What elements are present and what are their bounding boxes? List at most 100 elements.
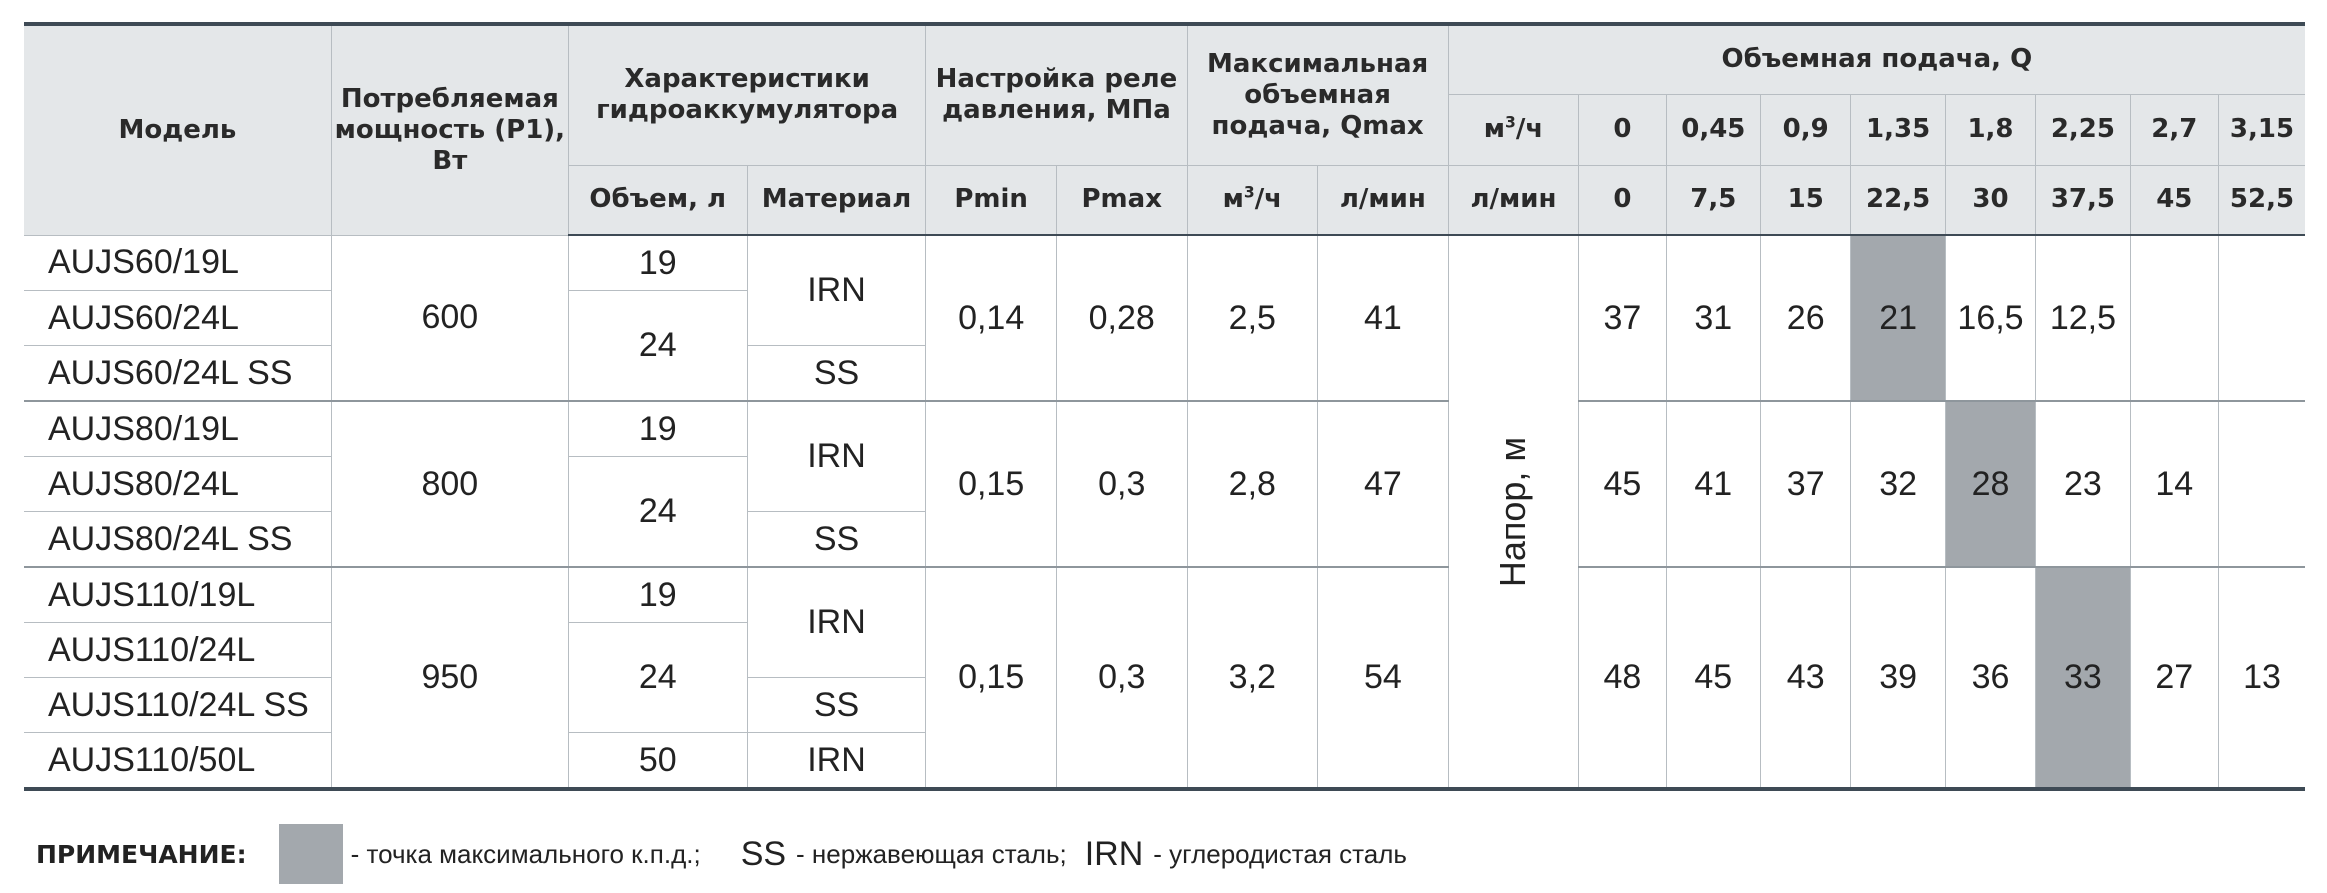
- flow-value-lmin: 7,5: [1665, 164, 1762, 236]
- table-row: AUJS60/24L 24: [24, 290, 2305, 402]
- material-cell: SS: [746, 677, 926, 733]
- legend-note: ПРИМЕЧАНИЕ: - точка максимального к.п.д.…: [36, 822, 1407, 886]
- col-header-relay: Настройка реле давления, МПа: [925, 23, 1188, 166]
- material-cell: IRN: [746, 400, 927, 512]
- table-row: AUJS80/24L 24: [24, 456, 2305, 568]
- qmax-lmin-cell: 41: [1317, 234, 1449, 402]
- head-value-cell: 32: [1850, 400, 1946, 568]
- head-value-cell: 31: [1665, 234, 1762, 402]
- col-header-accumulator: Характеристики гидроаккумулятора: [567, 23, 927, 166]
- head-value-cell: 33: [2035, 566, 2131, 790]
- volume-cell: 19: [567, 234, 748, 291]
- pmin-cell: 0,15: [925, 400, 1057, 568]
- table-row: AUJS110/50L 50 IRN: [24, 732, 2305, 790]
- table-row: AUJS60/24L SS SS: [24, 345, 2305, 402]
- qmax-lmin-cell: 54: [1317, 566, 1449, 790]
- head-value-cell: 26: [1760, 234, 1852, 402]
- volume-cell: 19: [567, 566, 748, 623]
- model-cell: AUJS80/19L: [24, 400, 332, 457]
- material-cell: SS: [746, 345, 926, 402]
- flow-value-m3h: 0,9: [1760, 93, 1852, 166]
- model-cell: AUJS60/24L: [24, 290, 332, 346]
- qmax-m3h-cell: 2,5: [1186, 234, 1319, 402]
- table-row: AUJS80/19L 800 19 IRN 0,15 0,3 2,8 47 45 41 37 32 28…: [24, 400, 2305, 568]
- pump-specification-table: Модель Потребляемая мощность (P1), Вт Ха…: [24, 22, 2305, 791]
- head-value-cell: [2217, 400, 2305, 568]
- col-header-power: Потребляемая мощность (P1), Вт: [330, 23, 569, 236]
- volume-cell: 24: [567, 290, 748, 402]
- table-row: AUJS110/24L 24: [24, 622, 2305, 733]
- model-cell: AUJS60/19L: [24, 234, 332, 291]
- irn-abbreviation: IRN: [1084, 834, 1144, 873]
- head-value-cell: 48: [1578, 566, 1667, 790]
- head-value-cell: 41: [1665, 400, 1762, 568]
- head-value-cell: [2129, 234, 2219, 402]
- head-axis-label-cell: Напор, м: [1447, 234, 1580, 790]
- swatch-description: - точка максимального к.п.д.;: [350, 838, 701, 869]
- flow-value-m3h: 3,15: [2217, 93, 2305, 166]
- model-cell: AUJS110/50L: [24, 732, 332, 790]
- flow-value-lmin: 0: [1578, 164, 1667, 236]
- spec-table-wrapper: Модель Потребляемая мощность (P1), Вт Ха…: [24, 22, 2305, 791]
- flow-value-lmin: 45: [2129, 164, 2219, 236]
- flow-value-lmin: 15: [1760, 164, 1852, 236]
- head-value-cell: 23: [2035, 400, 2131, 568]
- qmax-m3h-cell: 2,8: [1186, 400, 1319, 568]
- head-value-cell: 28: [1944, 400, 2037, 568]
- volume-cell: 50: [567, 732, 748, 790]
- flow-value-lmin: 52,5: [2217, 164, 2305, 236]
- head-value-cell: 37: [1578, 234, 1667, 402]
- model-cell: AUJS110/19L: [24, 566, 332, 623]
- head-value-cell: 39: [1850, 566, 1946, 790]
- head-value-cell: 27: [2129, 566, 2219, 790]
- note-label: ПРИМЕЧАНИЕ:: [36, 839, 247, 869]
- col-header-pmax: Pmax: [1055, 164, 1188, 236]
- flow-value-m3h: 0,45: [1665, 93, 1762, 166]
- volume-cell: 24: [567, 456, 748, 568]
- head-value-cell: 16,5: [1944, 234, 2037, 402]
- col-header-max-flow: Максимальная объемная подача, Qmax: [1186, 23, 1449, 166]
- flow-value-lmin: 30: [1944, 164, 2037, 236]
- head-value-cell: 12,5: [2035, 234, 2131, 402]
- pmax-cell: 0,3: [1055, 400, 1188, 568]
- model-cell: AUJS80/24L: [24, 456, 332, 512]
- flow-unit-lmin: л/мин: [1447, 164, 1580, 236]
- flow-value-m3h: 0: [1578, 93, 1667, 166]
- material-cell: IRN: [746, 234, 927, 346]
- head-value-cell: 43: [1760, 566, 1852, 790]
- table-row: AUJS110/19L 950 19 IRN 0,15 0,3 3,2 54 48 45 43 39 3…: [24, 566, 2305, 790]
- col-header-material: Материал: [746, 164, 927, 236]
- flow-value-lmin: 22,5: [1850, 164, 1946, 236]
- model-cell: AUJS80/24L SS: [24, 511, 332, 568]
- col-header-model: Модель: [24, 23, 332, 236]
- table-row: AUJS110/24L SS SS: [24, 677, 2305, 733]
- model-cell: AUJS110/24L SS: [24, 677, 332, 733]
- irn-description: - углеродистая сталь: [1153, 838, 1407, 869]
- max-efficiency-swatch: [278, 824, 343, 884]
- head-value-cell: 37: [1760, 400, 1852, 568]
- model-cell: AUJS110/24L: [24, 622, 332, 678]
- ss-description: - нержавеющая сталь;: [796, 838, 1067, 869]
- col-header-qmax-m3h: м3/ч: [1186, 164, 1319, 236]
- ss-abbreviation: SS: [740, 834, 787, 873]
- col-header-qmax-lmin: л/мин: [1317, 164, 1449, 236]
- head-value-cell: 13: [2217, 566, 2305, 790]
- table-row: AUJS80/24L SS SS: [24, 511, 2305, 568]
- flow-unit-m3h: м3/ч: [1448, 93, 1580, 166]
- flow-value-m3h: 1,35: [1850, 93, 1946, 166]
- qmax-lmin-cell: 47: [1317, 400, 1449, 568]
- flow-value-m3h: 2,7: [2129, 93, 2219, 166]
- head-value-cell: 45: [1665, 566, 1762, 790]
- power-cell: 600: [330, 234, 569, 402]
- head-value-cell: 36: [1944, 566, 2037, 790]
- table-header: Модель Потребляемая мощность (P1), Вт Ха…: [24, 23, 2305, 236]
- col-header-pmin: Pmin: [925, 164, 1057, 236]
- head-axis-label: Напор, м: [1492, 436, 1534, 587]
- pmax-cell: 0,3: [1055, 566, 1188, 790]
- power-cell: 950: [330, 566, 569, 790]
- head-value-cell: 45: [1578, 400, 1667, 568]
- flow-value-lmin: 37,5: [2035, 164, 2131, 236]
- pmin-cell: 0,14: [925, 234, 1057, 402]
